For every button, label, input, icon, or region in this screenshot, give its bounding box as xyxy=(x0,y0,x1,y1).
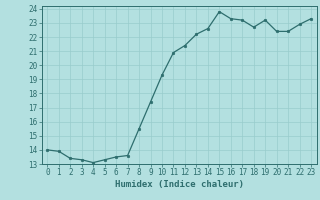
X-axis label: Humidex (Indice chaleur): Humidex (Indice chaleur) xyxy=(115,180,244,189)
